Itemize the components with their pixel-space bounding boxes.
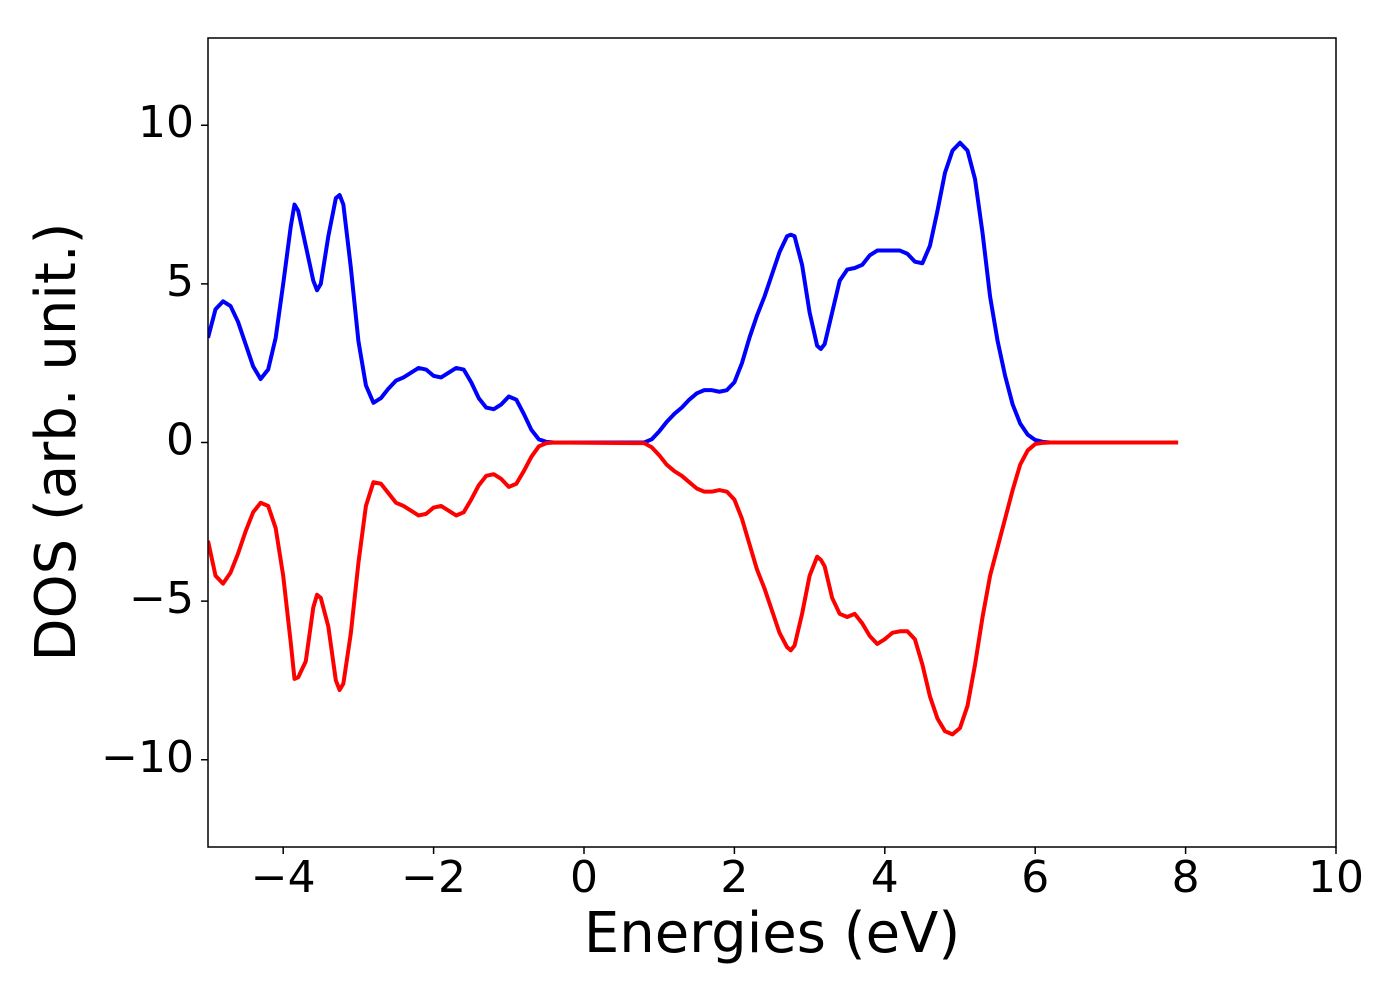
x-tick-label: −4 <box>251 852 316 903</box>
y-tick-label: 5 <box>166 256 194 307</box>
y-axis-label: DOS (arb. unit.) <box>24 222 89 661</box>
x-tick-label: 2 <box>720 852 748 903</box>
plot-frame <box>207 37 1337 848</box>
x-tick-label: 10 <box>1308 852 1364 903</box>
series-line <box>208 140 1179 445</box>
y-tick-label: 0 <box>166 415 194 466</box>
x-axis-label: Energies (eV) <box>584 901 960 966</box>
y-tick-label: −5 <box>129 573 194 624</box>
x-tick-label: −2 <box>401 852 466 903</box>
y-tick-label: −10 <box>101 732 194 783</box>
series-line <box>208 440 1179 737</box>
y-tick-label: 10 <box>138 97 194 148</box>
x-tick-label: 6 <box>1021 852 1049 903</box>
x-tick-label: 4 <box>871 852 899 903</box>
x-tick-label: 0 <box>570 852 598 903</box>
x-tick-label: 8 <box>1172 852 1200 903</box>
